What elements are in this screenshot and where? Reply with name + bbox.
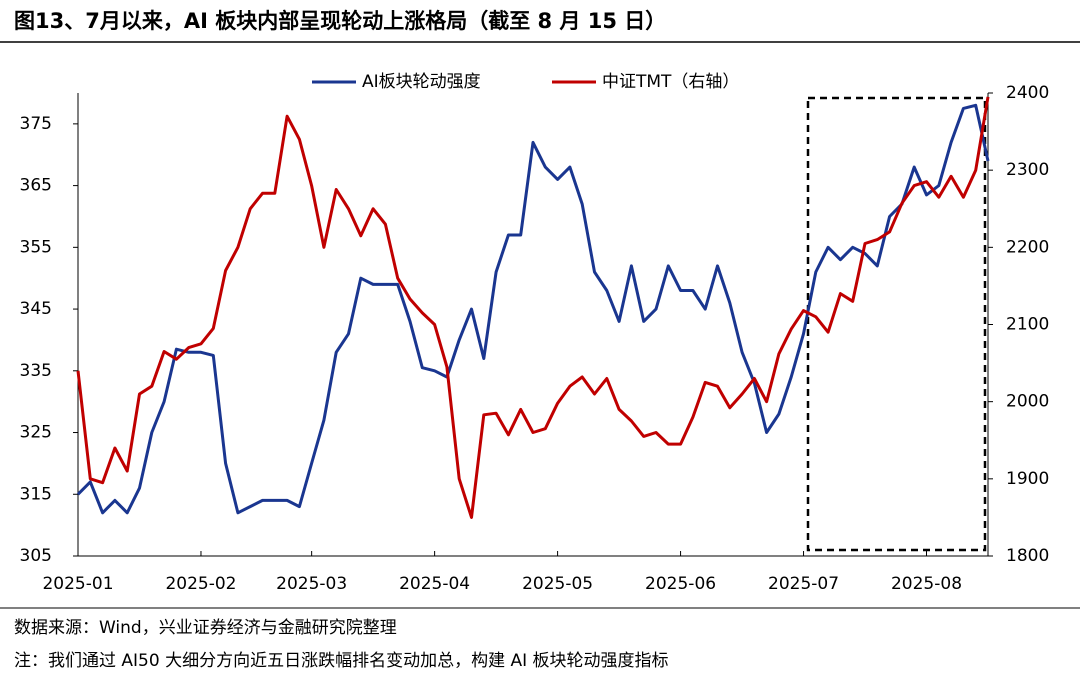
- y2-tick-label: 2000: [1006, 392, 1049, 412]
- x-tick-label: 2025-01: [42, 574, 113, 594]
- chart-title: 图13、7月以来，AI 板块内部呈现轮动上涨格局（截至 8 月 15 日）: [14, 9, 666, 33]
- series-line: [76, 96, 990, 519]
- x-tick-label: 2025-06: [645, 574, 716, 594]
- y2-tick-label: 2100: [1006, 315, 1049, 335]
- note: 注：我们通过 AI50 大细分方向近五日涨跌幅排名变动加总，构建 AI 板块轮动…: [14, 651, 669, 671]
- highlight-box: [806, 96, 987, 552]
- y-tick-label: 365: [20, 176, 52, 196]
- x-tick-label: 2025-03: [276, 574, 347, 594]
- legend-label: AI板块轮动强度: [362, 72, 481, 92]
- x-tick-label: 2025-04: [399, 574, 470, 594]
- y-tick-label: 335: [20, 361, 52, 381]
- y-tick-label: 305: [20, 546, 52, 566]
- y-tick-label: 355: [20, 237, 52, 257]
- y2-tick-label: 2400: [1006, 83, 1049, 103]
- y2-tick-label: 1800: [1006, 546, 1049, 566]
- y-tick-label: 345: [20, 299, 52, 319]
- x-tick-label: 2025-02: [165, 574, 236, 594]
- x-tick-label: 2025-08: [891, 574, 962, 594]
- source: 数据来源：Wind，兴业证券经济与金融研究院整理: [14, 618, 397, 638]
- y-tick-label: 315: [20, 484, 52, 504]
- y2-tick-label: 2200: [1006, 237, 1049, 257]
- legend-label: 中证TMT（右轴）: [602, 72, 739, 92]
- y2-tick-label: 2300: [1006, 160, 1049, 180]
- x-tick-label: 2025-05: [522, 574, 593, 594]
- y-tick-label: 375: [20, 114, 52, 134]
- y-tick-label: 325: [20, 423, 52, 443]
- y2-tick-label: 1900: [1006, 469, 1049, 489]
- series-line: [76, 103, 990, 515]
- x-tick-label: 2025-07: [768, 574, 839, 594]
